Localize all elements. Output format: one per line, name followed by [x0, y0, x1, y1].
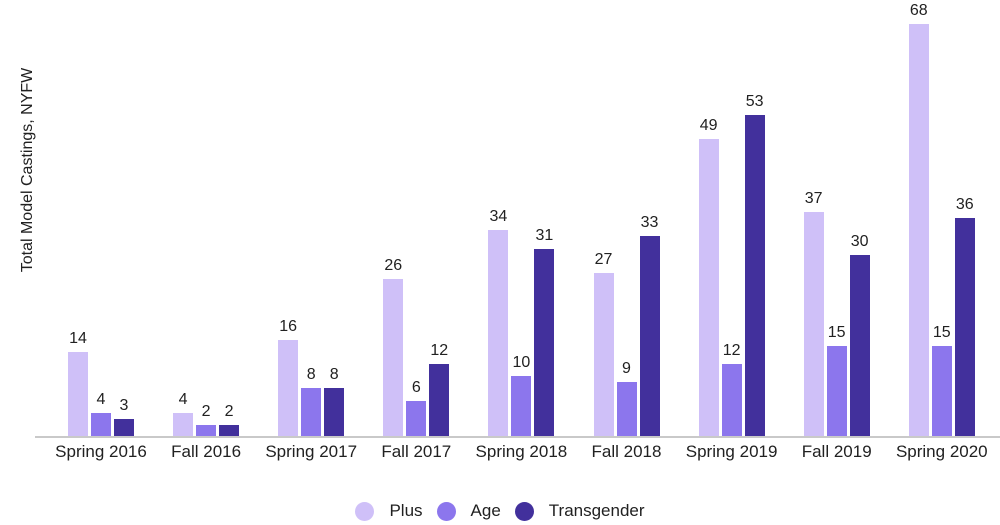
bar-plus: [908, 24, 929, 437]
bar-value-label: 15: [932, 324, 951, 341]
bar-value-label: 26: [384, 257, 403, 274]
bar-age: [616, 382, 637, 437]
bar-plus: [278, 340, 299, 437]
bar-value-label: 3: [119, 397, 129, 414]
bar-plus: [488, 230, 509, 437]
x-axis-line: [35, 436, 1000, 438]
bar-value-label: 8: [306, 366, 316, 383]
bar-value-label: 9: [622, 360, 631, 377]
bar-age: [301, 388, 322, 437]
bar-transgender: [324, 388, 345, 437]
bar-value-label: 68: [909, 2, 928, 19]
legend-item-plus: Plus: [355, 501, 423, 521]
legend-swatch-icon: [355, 501, 375, 521]
bar-plus: [173, 413, 194, 437]
bar-value-label: 6: [411, 379, 421, 396]
legend-label: Age: [470, 501, 501, 520]
legend-label: Plus: [389, 501, 423, 520]
bar-value-label: 27: [594, 251, 613, 268]
bar-value-label: 2: [201, 403, 211, 420]
bar-plus: [803, 212, 824, 437]
bar-age: [511, 376, 532, 437]
bar-value-label: 12: [722, 342, 741, 359]
bar-transgender: [954, 218, 975, 437]
bar-age: [721, 364, 742, 437]
bar-age: [406, 401, 427, 437]
bar-value-label: 15: [827, 324, 846, 341]
bar-value-label: 33: [640, 214, 659, 231]
legend-swatch-icon: [514, 501, 534, 521]
bar-value-label: 31: [535, 227, 554, 244]
x-axis-category-label: Spring 2019: [685, 442, 778, 461]
x-axis-category-label: Fall 2018: [591, 442, 662, 461]
bar-transgender: [534, 249, 555, 437]
bar-transgender: [114, 419, 134, 437]
bar-value-label: 30: [850, 233, 869, 250]
x-axis-category-label: Spring 2018: [475, 442, 568, 461]
bar-value-label: 53: [745, 93, 764, 110]
bar-value-label: 34: [489, 208, 508, 225]
bar-plus: [68, 352, 88, 437]
bar-value-label: 36: [955, 196, 974, 213]
bar-transgender: [219, 425, 240, 437]
bar-age: [826, 346, 847, 437]
x-axis-category-label: Spring 2017: [265, 442, 358, 461]
legend: Plus Age Transgender: [0, 501, 1000, 521]
bar-value-label: 2: [224, 403, 234, 420]
legend-label: Transgender: [548, 501, 645, 520]
bar-transgender: [639, 236, 660, 437]
bar-value-label: 16: [279, 318, 298, 335]
legend-item-age: Age: [436, 501, 501, 521]
bar-age: [931, 346, 952, 437]
bar-plus: [593, 273, 614, 437]
legend-item-transgender: Transgender: [514, 501, 645, 521]
bar-value-label: 12: [430, 342, 449, 359]
bar-transgender: [744, 115, 765, 437]
bar-value-label: 10: [512, 354, 531, 371]
bar-plus: [383, 279, 404, 437]
bar-transgender: [849, 255, 870, 437]
bar-value-label: 4: [178, 391, 188, 408]
legend-swatch-icon: [436, 501, 456, 521]
x-axis-category-label: Fall 2019: [801, 442, 872, 461]
bar-value-label: 37: [804, 190, 823, 207]
bar-age: [91, 413, 111, 437]
x-axis-category-label: Fall 2017: [381, 442, 452, 461]
x-axis-category-label: Spring 2016: [55, 442, 147, 461]
x-axis-category-label: Fall 2016: [171, 442, 242, 461]
bar-age: [196, 425, 217, 437]
bar-plus: [698, 139, 719, 437]
bar-value-label: 14: [69, 330, 87, 347]
x-axis-category-label: Spring 2020: [895, 442, 988, 461]
bar-value-label: 49: [699, 117, 718, 134]
bar-transgender: [429, 364, 450, 437]
bar-value-label: 4: [96, 391, 106, 408]
bar-value-label: 8: [329, 366, 339, 383]
